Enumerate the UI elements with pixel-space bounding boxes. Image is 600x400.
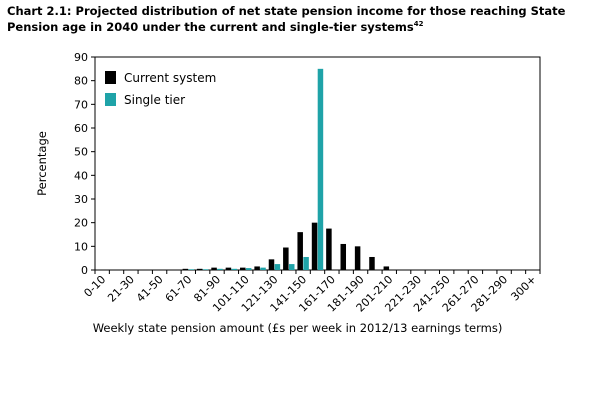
- chart-title: Chart 2.1: Projected distribution of net…: [7, 3, 597, 35]
- y-tick-label: 0: [81, 264, 88, 277]
- bar-current-system: [268, 259, 275, 270]
- bar-current-system: [254, 266, 260, 270]
- chart-title-text: Chart 2.1: Projected distribution of net…: [7, 4, 566, 34]
- bar-current-system: [182, 268, 189, 270]
- y-axis-title: Percentage: [35, 131, 49, 196]
- bar-current-system: [297, 232, 303, 270]
- legend-label-single-tier: Single tier: [124, 93, 185, 107]
- x-tick-label: 300+: [508, 273, 539, 304]
- y-tick-label: 70: [74, 98, 88, 111]
- legend-label-current-system: Current system: [124, 71, 216, 85]
- legend-swatch-current-system: [105, 71, 116, 84]
- title-footnote: 42: [413, 20, 424, 29]
- y-tick-label: 10: [74, 240, 88, 253]
- bar-current-system: [283, 247, 289, 270]
- bar-single-tier: [245, 268, 252, 270]
- bar-single-tier: [317, 68, 324, 270]
- y-tick-label: 30: [74, 193, 88, 206]
- bar-single-tier: [217, 268, 223, 270]
- plot-area: [94, 56, 541, 271]
- bar-current-system: [340, 243, 347, 270]
- y-tick-label: 90: [74, 51, 88, 64]
- bar-current-system: [211, 267, 217, 270]
- bar-current-system: [326, 228, 332, 270]
- bar-single-tier: [260, 267, 266, 270]
- y-tick-label: 20: [74, 217, 88, 230]
- x-tick-label: 61-70: [163, 273, 195, 305]
- bars-group: [182, 68, 390, 270]
- x-axis-title: Weekly state pension amount (£s per week…: [93, 321, 503, 335]
- bar-single-tier: [202, 269, 209, 270]
- y-tick-label: 50: [74, 146, 88, 159]
- bar-single-tier: [274, 264, 281, 270]
- bar-current-system: [354, 246, 361, 270]
- bar-single-tier: [288, 264, 295, 270]
- bar-current-system: [311, 222, 318, 270]
- bar-single-tier: [303, 256, 309, 270]
- y-tick-label: 80: [74, 75, 88, 88]
- y-axis: 0 10 20 30 40 50 60 70 80 90: [74, 51, 95, 277]
- bar-single-tier: [188, 269, 195, 270]
- y-tick-label: 60: [74, 122, 88, 135]
- legend: Current system Single tier: [105, 71, 216, 107]
- bar-current-system: [383, 266, 390, 270]
- legend-swatch-single-tier: [105, 93, 116, 106]
- bar-current-system: [225, 267, 232, 270]
- plot-frame: [94, 56, 541, 271]
- x-tick-label: 41-50: [134, 273, 166, 305]
- y-tick-label: 40: [74, 169, 88, 182]
- bar-current-system: [369, 256, 375, 270]
- x-axis: 0-1021-3041-5061-7081-90101-110121-13014…: [81, 270, 541, 315]
- bar-single-tier: [231, 268, 238, 270]
- x-tick-label: 21-30: [105, 273, 137, 305]
- bar-current-system: [240, 267, 246, 270]
- bar-current-system: [196, 268, 203, 270]
